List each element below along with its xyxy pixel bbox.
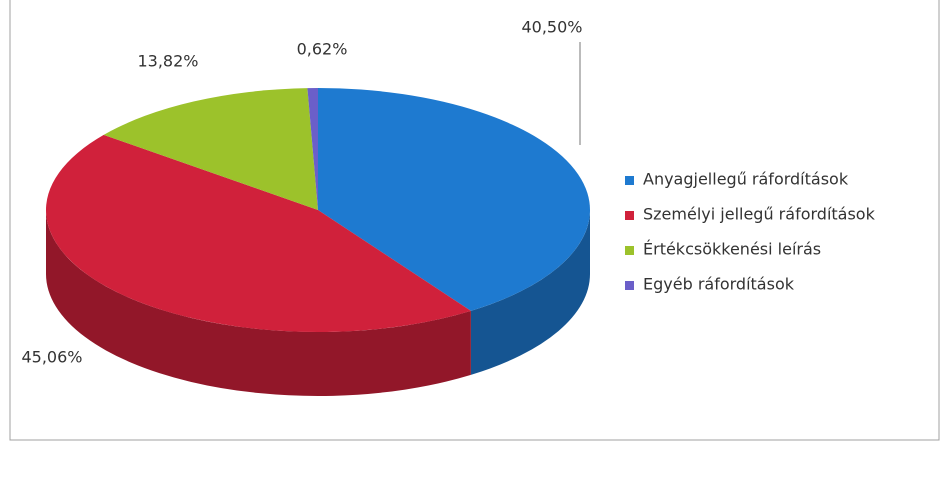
legend-label: Személyi jellegű ráfordítások (643, 205, 876, 224)
data-label: 0,62% (297, 40, 348, 59)
legend-label: Egyéb ráfordítások (643, 275, 795, 294)
legend-swatch (625, 246, 634, 255)
slice (307, 88, 318, 210)
legend-label: Anyagjellegű ráfordítások (643, 170, 849, 189)
slice (45, 134, 471, 333)
legend-label: Értékcsökkenési leírás (643, 240, 821, 259)
slice (318, 88, 591, 311)
legend-swatch (625, 281, 634, 290)
data-label: 45,06% (21, 348, 82, 367)
legend-swatch (625, 176, 634, 185)
data-label: 13,82% (137, 52, 198, 71)
data-label: 40,50% (521, 18, 582, 37)
slice-side (46, 210, 471, 396)
legend-swatch (625, 211, 634, 220)
slice (103, 88, 318, 210)
slice-side (470, 210, 590, 375)
